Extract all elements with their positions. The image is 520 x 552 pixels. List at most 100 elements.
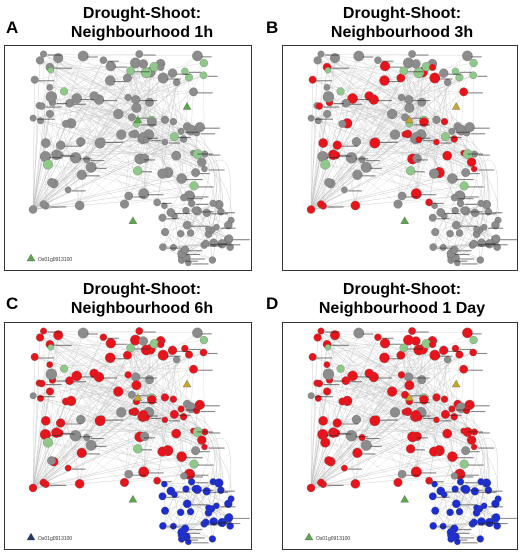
gene-node: [145, 97, 154, 107]
gene-node: [191, 446, 200, 456]
gene-node: [138, 466, 150, 478]
gene-node: [332, 151, 341, 160]
gene-node: [436, 208, 446, 217]
gene-node: [318, 138, 328, 148]
gene-node: [450, 135, 458, 143]
gene-node: [447, 451, 458, 462]
gene-node: [30, 353, 39, 361]
panel-b: B Drought-Shoot: Neighbourhood 3h: [260, 0, 520, 276]
gene-node: [181, 344, 189, 353]
gene-node: [131, 372, 141, 382]
gene-node: [353, 327, 365, 339]
gene-node: [439, 522, 447, 530]
title-line-1: Drought-Shoot:: [342, 281, 462, 298]
gene-node: [450, 245, 459, 254]
gene-node: [138, 59, 148, 69]
gene-node: [425, 476, 433, 485]
gene-node: [199, 348, 208, 357]
gene-node: [439, 345, 449, 355]
gene-node: [161, 506, 170, 515]
gene-node: [209, 199, 217, 207]
gene-node: [157, 349, 169, 361]
gene-node: [99, 333, 108, 341]
gene-node: [410, 188, 422, 200]
lone-triangle-node: [26, 532, 36, 541]
gene-node: [446, 508, 454, 517]
gene-node: [425, 198, 433, 207]
gene-node: [182, 499, 192, 509]
gene-node: [350, 479, 361, 489]
gene-node: [166, 208, 176, 217]
gene-node: [76, 414, 86, 425]
gene-node: [405, 444, 416, 454]
gene-node: [142, 136, 150, 144]
gene-node: [393, 199, 403, 209]
gene-node: [317, 327, 325, 335]
gene-node: [428, 492, 437, 501]
gene-node: [185, 350, 194, 359]
triangle-node: [128, 494, 138, 503]
panel-letter: A: [6, 18, 19, 37]
triangle-node: [133, 115, 143, 124]
gene-node: [450, 194, 459, 202]
gene-node: [460, 484, 469, 493]
gene-node: [189, 181, 199, 191]
gene-node: [429, 168, 439, 179]
gene-node: [167, 345, 178, 355]
gene-node: [197, 157, 207, 167]
gene-node: [451, 67, 460, 76]
gene-node: [369, 137, 381, 149]
gene-node: [364, 91, 374, 101]
gene-node: [338, 119, 347, 128]
panel-letter: D: [266, 294, 279, 313]
gene-node: [94, 415, 106, 427]
gene-node: [341, 186, 348, 194]
gene-node: [202, 208, 211, 217]
hub-node: [28, 205, 38, 214]
gene-node: [332, 140, 342, 150]
gene-node: [127, 390, 136, 399]
gene-node: [431, 480, 438, 488]
gene-node: [320, 437, 331, 448]
gene-node: [389, 129, 401, 140]
network-graph: Os01g0913100: [304, 327, 517, 546]
gene-node: [399, 343, 409, 353]
gene-node: [429, 446, 439, 457]
gene-node: [476, 256, 484, 264]
gene-node: [105, 352, 116, 363]
gene-node: [185, 73, 194, 82]
gene-node: [62, 397, 70, 406]
gene-node: [405, 166, 416, 176]
gene-node: [55, 140, 66, 150]
gene-node: [352, 447, 363, 458]
gene-node: [446, 230, 454, 238]
gene-node: [469, 58, 478, 68]
gene-node: [177, 508, 185, 517]
gene-node: [477, 478, 485, 486]
gene-node: [226, 522, 234, 530]
gene-node: [470, 239, 478, 248]
gene-node: [40, 50, 47, 58]
gene-node: [447, 173, 458, 184]
gene-node: [116, 407, 127, 418]
gene-node: [459, 364, 469, 374]
panel-c: C Drought-Shoot: Neighbourhood 6h Os01g0…: [0, 276, 260, 552]
gene-node: [323, 109, 332, 118]
gene-node: [455, 508, 464, 516]
gene-node: [179, 413, 188, 421]
gene-node: [141, 344, 152, 356]
gene-node: [439, 244, 447, 251]
gene-node: [30, 75, 39, 84]
gene-node: [37, 117, 44, 125]
gene-node: [460, 206, 469, 215]
title-line-2: Neighbourhood 1h: [70, 24, 214, 41]
gene-node: [181, 245, 190, 254]
lone-node-label: Os01g0913100: [38, 257, 72, 263]
gene-node: [60, 364, 69, 373]
gene-node: [322, 91, 335, 103]
gene-node: [188, 478, 196, 486]
gene-node: [177, 127, 185, 135]
gene-node: [352, 169, 363, 180]
gene-node: [201, 443, 208, 451]
gene-node: [464, 122, 475, 133]
